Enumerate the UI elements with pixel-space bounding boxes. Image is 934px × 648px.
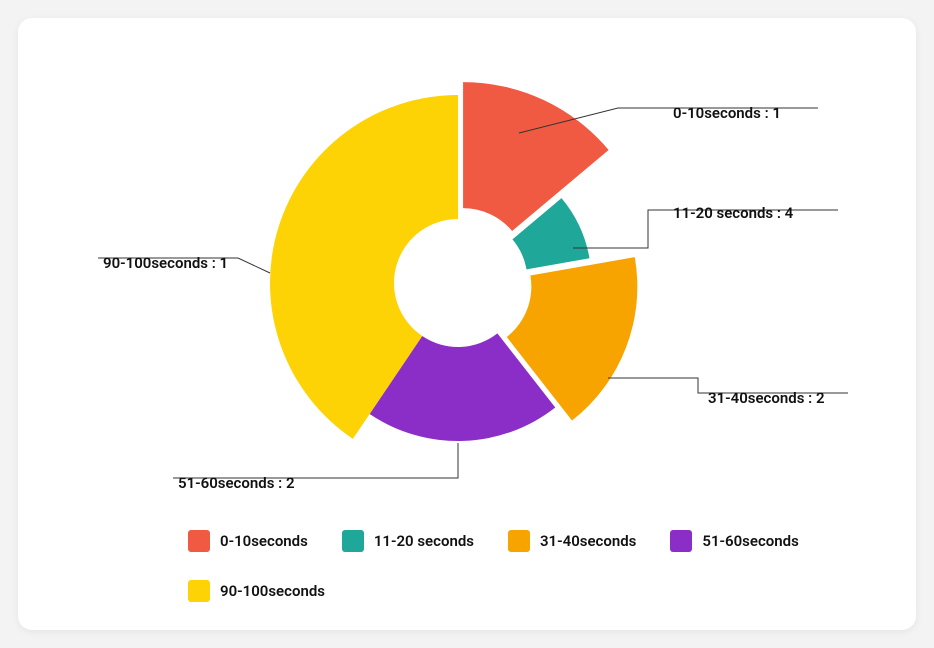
legend-swatch [670, 530, 692, 552]
legend-label: 90-100seconds [220, 582, 325, 600]
callout-s2: 31-40seconds : 2 [608, 378, 848, 407]
legend-item[interactable]: 90-100seconds [188, 580, 325, 602]
callout-label: 90-100seconds : 1 [103, 254, 228, 272]
legend-label: 11-20 seconds [374, 532, 474, 550]
callout-label: 51-60seconds : 2 [178, 474, 295, 492]
legend-swatch [188, 580, 210, 602]
legend-swatch [188, 530, 210, 552]
legend-item[interactable]: 0-10seconds [188, 530, 308, 552]
donut-chart: 0-10seconds : 1 11-20 seconds : 4 31-40sec… [18, 18, 916, 528]
callout-label: 31-40seconds : 2 [708, 389, 825, 407]
callout-s1: 11-20 seconds : 4 [573, 204, 838, 248]
chart-card: 0-10seconds : 1 11-20 seconds : 4 31-40sec… [18, 18, 916, 630]
legend-item[interactable]: 31-40seconds [508, 530, 636, 552]
legend-label: 0-10seconds [220, 532, 308, 550]
legend-label: 51-60seconds [702, 532, 798, 550]
legend: 0-10seconds 11-20 seconds 31-40seconds 51-6… [188, 530, 856, 602]
legend-label: 31-40seconds [540, 532, 636, 550]
legend-item[interactable]: 11-20 seconds [342, 530, 474, 552]
callout-label: 11-20 seconds : 4 [673, 204, 794, 222]
legend-swatch [508, 530, 530, 552]
slice-s0[interactable] [463, 82, 609, 231]
callout-s4: 90-100seconds : 1 [98, 254, 270, 273]
callout-s3: 51-60seconds : 2 [173, 443, 458, 492]
legend-item[interactable]: 51-60seconds [670, 530, 798, 552]
legend-swatch [342, 530, 364, 552]
callout-label: 0-10seconds : 1 [673, 104, 781, 122]
